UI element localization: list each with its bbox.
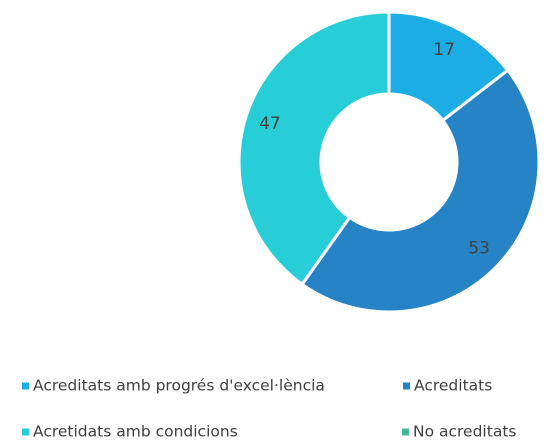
donut-slice <box>237 10 391 287</box>
data-label: 53 <box>468 239 490 259</box>
legend-label: No acreditats <box>413 423 516 441</box>
data-label: 17 <box>433 40 455 60</box>
legend-swatch <box>402 428 409 436</box>
legend-label: Acretidats amb condicions <box>33 423 238 441</box>
legend-swatch <box>403 382 410 390</box>
donut-slice <box>300 68 541 314</box>
data-label: 47 <box>259 114 281 134</box>
legend-label: Acreditats <box>414 377 492 395</box>
legend-swatch <box>22 382 29 390</box>
legend-label: Acreditats amb progrés d'excel·lència <box>33 377 325 395</box>
legend-swatch <box>22 428 29 436</box>
